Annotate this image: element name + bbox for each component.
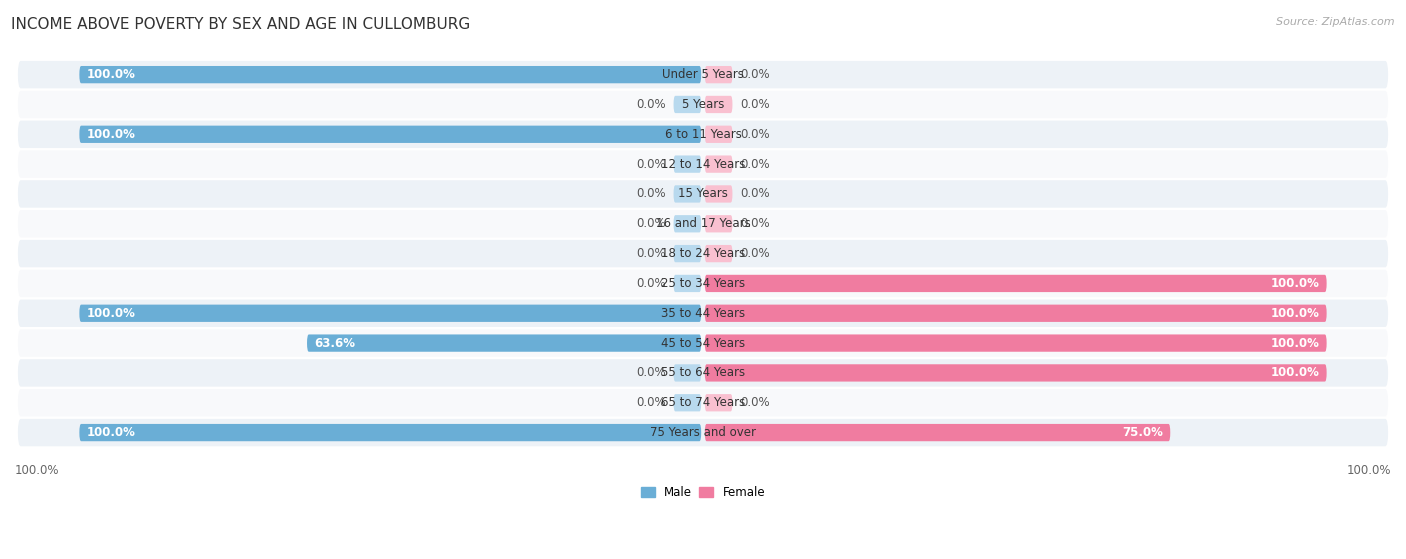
Text: 55 to 64 Years: 55 to 64 Years [661, 366, 745, 380]
FancyBboxPatch shape [704, 334, 1327, 352]
Text: 0.0%: 0.0% [741, 158, 770, 170]
Text: 0.0%: 0.0% [741, 217, 770, 230]
FancyBboxPatch shape [704, 364, 1327, 382]
FancyBboxPatch shape [79, 305, 702, 322]
Text: 100.0%: 100.0% [87, 307, 136, 320]
Text: 18 to 24 Years: 18 to 24 Years [661, 247, 745, 260]
Text: INCOME ABOVE POVERTY BY SEX AND AGE IN CULLOMBURG: INCOME ABOVE POVERTY BY SEX AND AGE IN C… [11, 17, 471, 32]
FancyBboxPatch shape [18, 389, 1388, 416]
FancyBboxPatch shape [673, 185, 702, 202]
FancyBboxPatch shape [704, 126, 733, 143]
Text: 0.0%: 0.0% [636, 158, 665, 170]
Text: 100.0%: 100.0% [87, 68, 136, 81]
FancyBboxPatch shape [18, 329, 1388, 357]
Text: 100.0%: 100.0% [1270, 307, 1319, 320]
Text: 6 to 11 Years: 6 to 11 Years [665, 128, 741, 141]
Text: 0.0%: 0.0% [636, 277, 665, 290]
FancyBboxPatch shape [18, 419, 1388, 446]
FancyBboxPatch shape [673, 394, 702, 411]
FancyBboxPatch shape [18, 91, 1388, 118]
Text: 100.0%: 100.0% [1270, 277, 1319, 290]
FancyBboxPatch shape [307, 334, 702, 352]
Text: 63.6%: 63.6% [315, 337, 356, 349]
Text: 0.0%: 0.0% [741, 247, 770, 260]
Text: 0.0%: 0.0% [741, 98, 770, 111]
Text: 0.0%: 0.0% [741, 68, 770, 81]
FancyBboxPatch shape [673, 245, 702, 262]
Legend: Male, Female: Male, Female [636, 481, 770, 504]
Text: 75.0%: 75.0% [1122, 426, 1163, 439]
Text: 0.0%: 0.0% [741, 187, 770, 201]
FancyBboxPatch shape [704, 96, 733, 113]
FancyBboxPatch shape [18, 210, 1388, 238]
Text: Under 5 Years: Under 5 Years [662, 68, 744, 81]
Text: 0.0%: 0.0% [636, 396, 665, 409]
Text: 45 to 54 Years: 45 to 54 Years [661, 337, 745, 349]
Text: 16 and 17 Years: 16 and 17 Years [655, 217, 751, 230]
Text: 12 to 14 Years: 12 to 14 Years [661, 158, 745, 170]
Text: 0.0%: 0.0% [636, 187, 665, 201]
Text: 35 to 44 Years: 35 to 44 Years [661, 307, 745, 320]
Text: 100.0%: 100.0% [87, 128, 136, 141]
FancyBboxPatch shape [673, 96, 702, 113]
FancyBboxPatch shape [18, 359, 1388, 387]
Text: 75 Years and over: 75 Years and over [650, 426, 756, 439]
Text: Source: ZipAtlas.com: Source: ZipAtlas.com [1277, 17, 1395, 27]
FancyBboxPatch shape [673, 275, 702, 292]
FancyBboxPatch shape [704, 185, 733, 202]
FancyBboxPatch shape [704, 394, 733, 411]
Text: 100.0%: 100.0% [1270, 366, 1319, 380]
FancyBboxPatch shape [18, 180, 1388, 208]
Text: 100.0%: 100.0% [1270, 337, 1319, 349]
Text: 0.0%: 0.0% [636, 247, 665, 260]
FancyBboxPatch shape [704, 245, 733, 262]
FancyBboxPatch shape [704, 305, 1327, 322]
Text: 0.0%: 0.0% [636, 217, 665, 230]
FancyBboxPatch shape [79, 126, 702, 143]
Text: 0.0%: 0.0% [636, 98, 665, 111]
FancyBboxPatch shape [704, 215, 733, 233]
Text: 65 to 74 Years: 65 to 74 Years [661, 396, 745, 409]
Text: 15 Years: 15 Years [678, 187, 728, 201]
FancyBboxPatch shape [18, 61, 1388, 88]
FancyBboxPatch shape [704, 155, 733, 173]
FancyBboxPatch shape [18, 121, 1388, 148]
FancyBboxPatch shape [79, 424, 702, 441]
Text: 0.0%: 0.0% [741, 128, 770, 141]
Text: 100.0%: 100.0% [87, 426, 136, 439]
FancyBboxPatch shape [18, 240, 1388, 267]
FancyBboxPatch shape [79, 66, 702, 83]
Text: 100.0%: 100.0% [1347, 464, 1391, 477]
FancyBboxPatch shape [18, 269, 1388, 297]
FancyBboxPatch shape [704, 275, 1327, 292]
Text: 0.0%: 0.0% [741, 396, 770, 409]
FancyBboxPatch shape [673, 364, 702, 382]
FancyBboxPatch shape [18, 150, 1388, 178]
FancyBboxPatch shape [704, 66, 733, 83]
Text: 100.0%: 100.0% [15, 464, 59, 477]
FancyBboxPatch shape [704, 424, 1170, 441]
Text: 5 Years: 5 Years [682, 98, 724, 111]
FancyBboxPatch shape [18, 300, 1388, 327]
FancyBboxPatch shape [673, 215, 702, 233]
FancyBboxPatch shape [673, 155, 702, 173]
Text: 25 to 34 Years: 25 to 34 Years [661, 277, 745, 290]
Text: 0.0%: 0.0% [636, 366, 665, 380]
